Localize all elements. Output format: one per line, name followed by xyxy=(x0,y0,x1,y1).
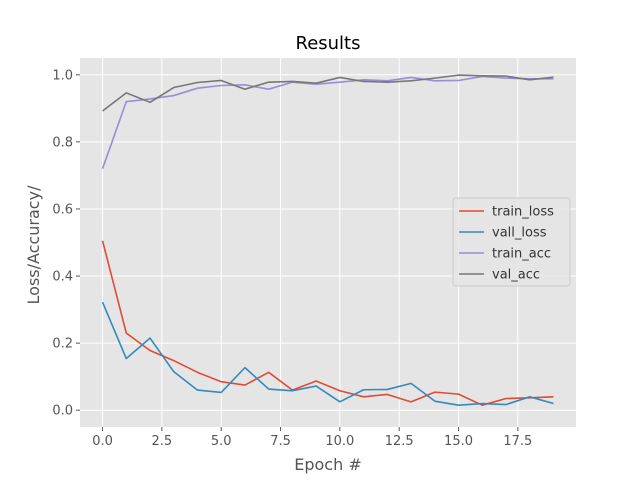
x-tick-label: 15.0 xyxy=(444,434,473,449)
x-tick-label: 17.5 xyxy=(503,434,532,449)
legend-label-val_acc: val_acc xyxy=(492,268,540,283)
x-axis-label: Epoch # xyxy=(294,455,361,474)
legend-label-train_acc: train_acc xyxy=(492,247,551,262)
legend: train_loss vall_loss train_acc val_acc xyxy=(452,197,571,287)
x-tick-label: 2.5 xyxy=(152,434,173,449)
x-tick-label: 12.5 xyxy=(385,434,414,449)
x-tick-label: 5.0 xyxy=(211,434,232,449)
y-tick-label: 0.2 xyxy=(52,337,73,352)
y-tick-label: 0.8 xyxy=(52,135,73,150)
legend-label-vall_loss: vall_loss xyxy=(492,226,547,241)
y-axis-label: Loss/Accuracy/ xyxy=(24,185,43,305)
y-tick-label: 0.4 xyxy=(52,270,73,285)
x-tick-label: 10.0 xyxy=(325,434,354,449)
x-tick-label: 0.0 xyxy=(92,434,113,449)
y-tick-label: 0.6 xyxy=(52,202,73,217)
series-lines xyxy=(101,74,554,407)
y-tick-label: 0.0 xyxy=(52,404,73,419)
legend-label-train_loss: train_loss xyxy=(492,205,554,220)
legend-box xyxy=(452,197,571,287)
series-line-train_acc xyxy=(101,75,554,169)
chart-title: Results xyxy=(296,33,361,54)
series-line-vall_loss xyxy=(101,301,554,407)
y-tick-label: 1.0 xyxy=(52,68,73,83)
x-tick-label: 7.5 xyxy=(270,434,291,449)
series-line-val_acc xyxy=(102,74,554,112)
x-axis-ticks: 0.0 2.5 5.0 7.5 10.0 12.5 15.0 17.5 xyxy=(92,427,532,449)
y-axis-ticks: 0.0 0.2 0.4 0.6 0.8 1.0 xyxy=(52,68,80,419)
